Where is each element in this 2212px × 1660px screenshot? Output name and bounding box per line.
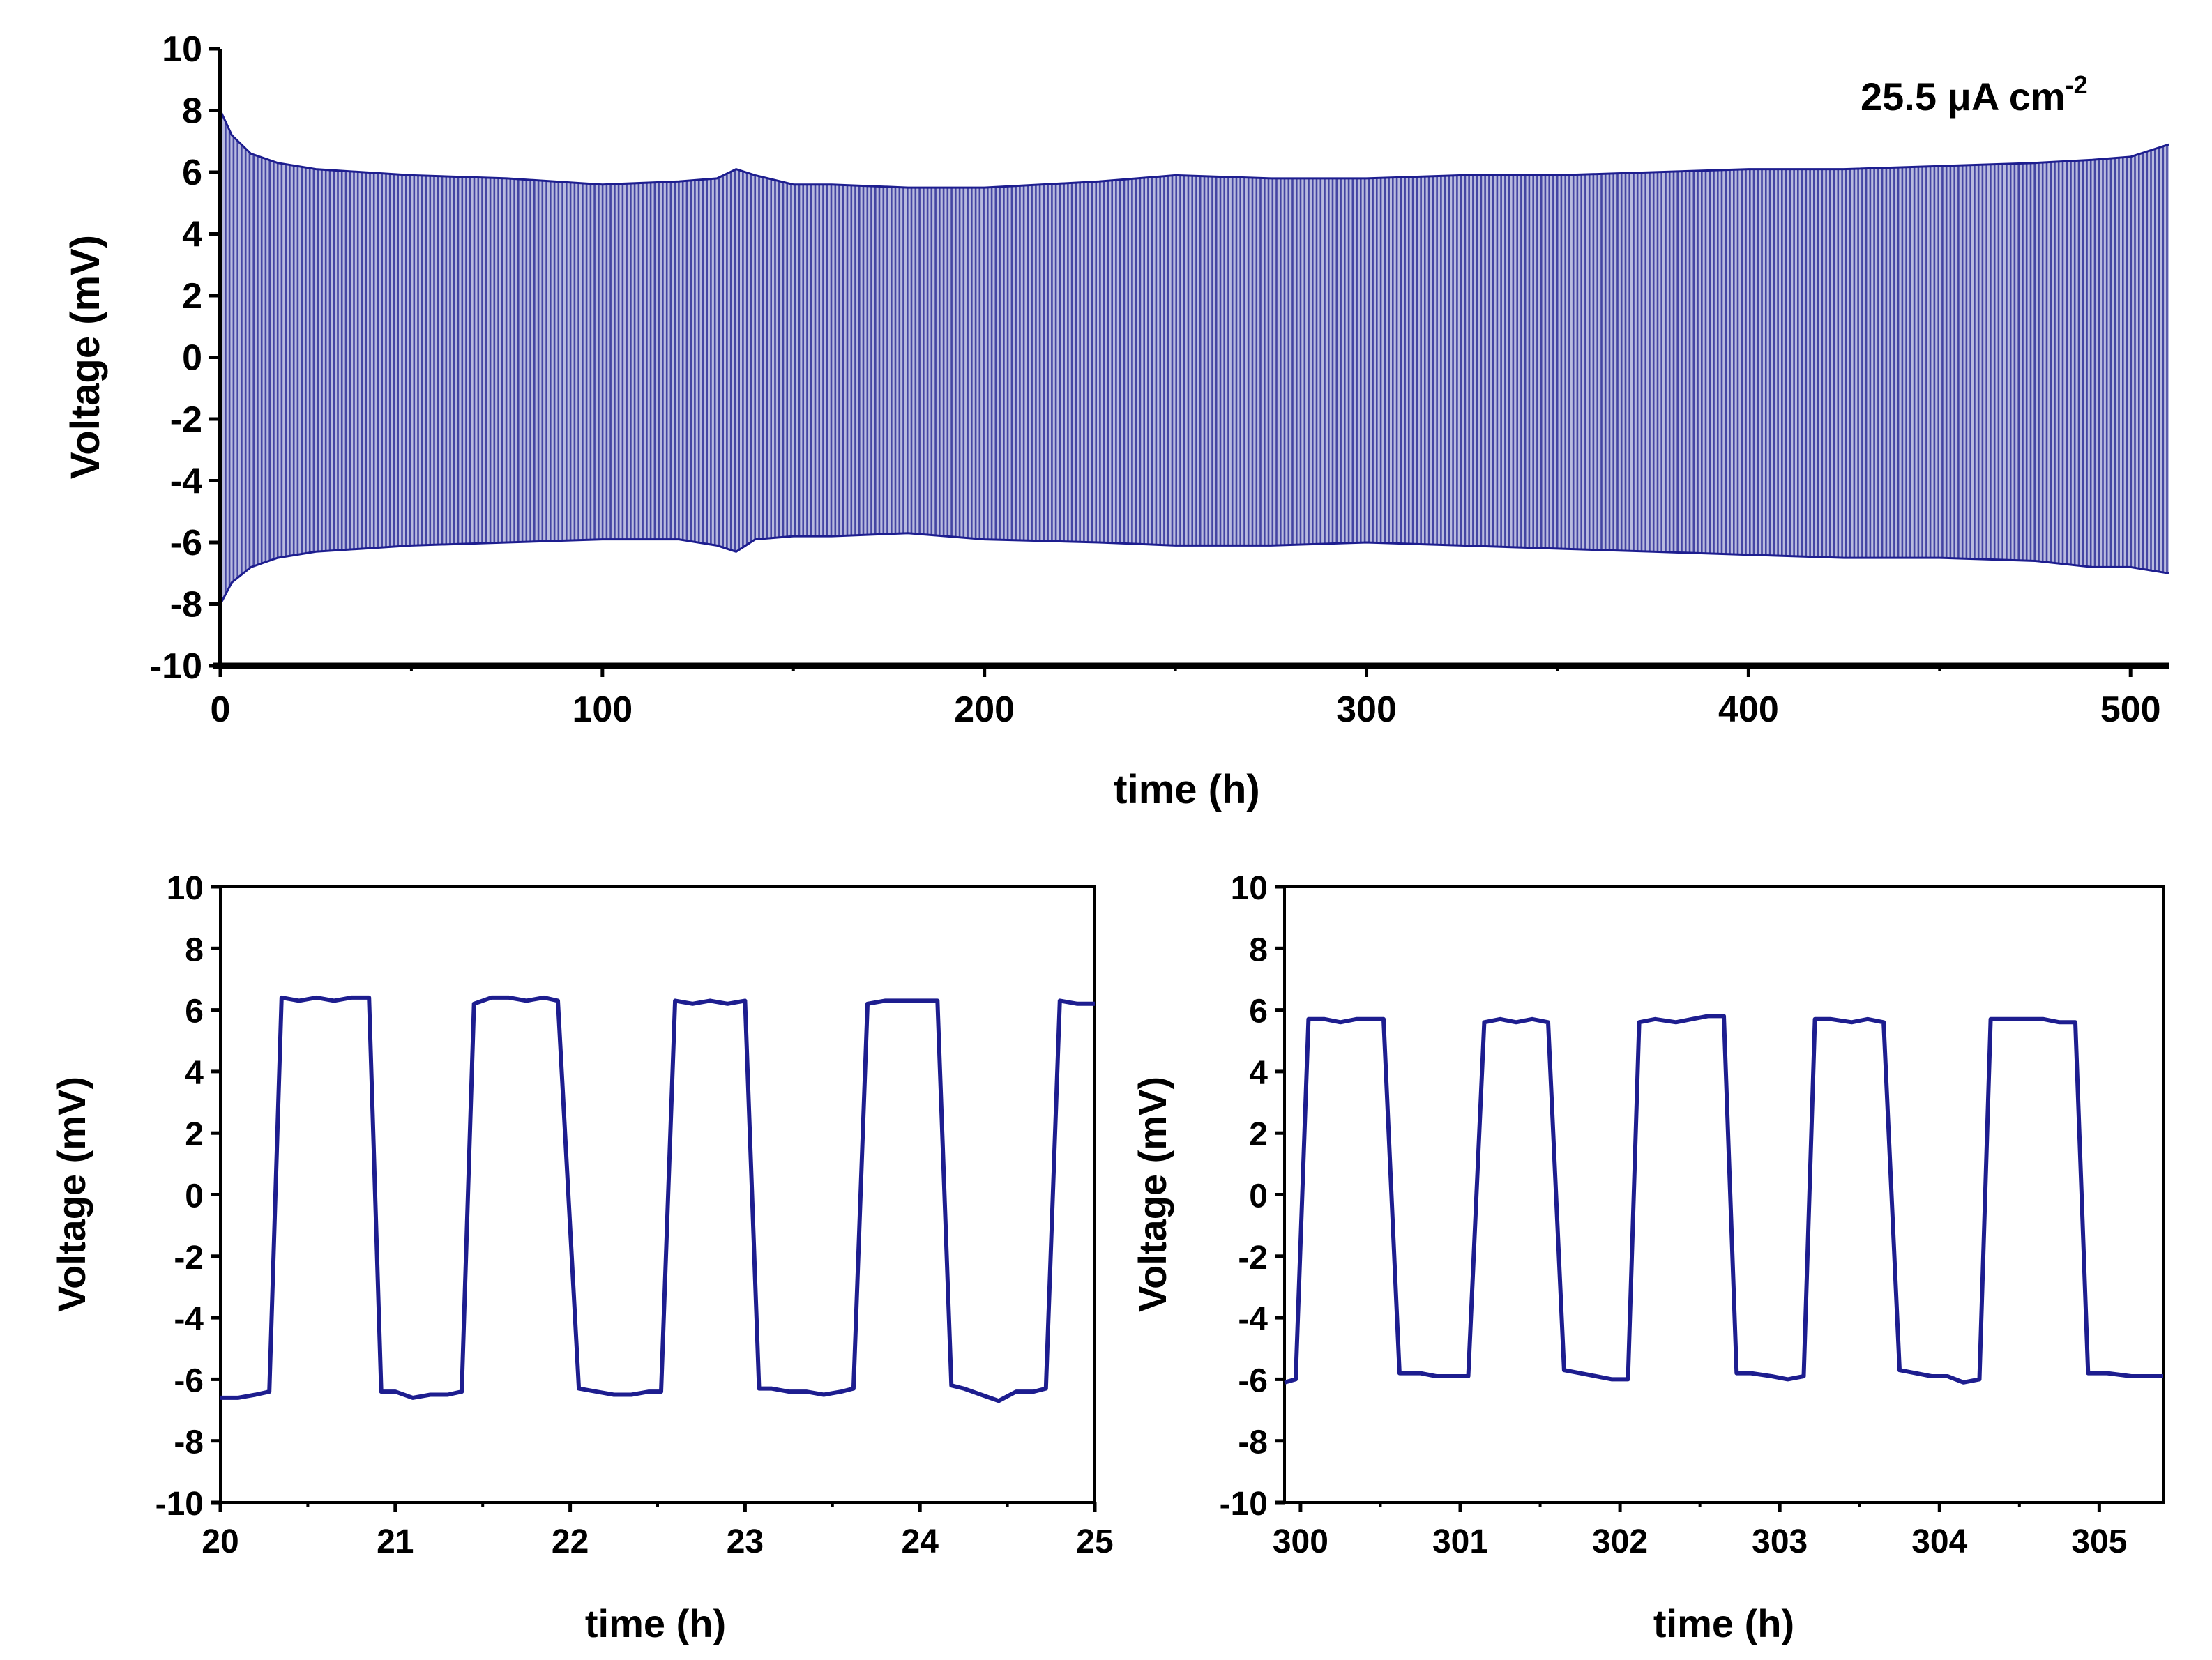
y-tick-label: -6 xyxy=(170,523,202,563)
top-chart-y-tick-labels: -10 -8 -6 -4 -2 0 2 4 6 8 10 xyxy=(150,29,202,687)
y-tick-label: -10 xyxy=(1220,1486,1268,1523)
annotation-main-text: 25.5 μA cm xyxy=(1861,75,2066,119)
top-chart-x-tick-labels: 0 100 200 300 400 500 xyxy=(211,690,2161,730)
top-chart-lower-envelope xyxy=(219,532,2169,605)
top-chart-cycling-band xyxy=(220,110,2169,604)
x-tick-label: 22 xyxy=(552,1523,589,1560)
x-tick-label: 25 xyxy=(1076,1523,1113,1560)
bottom-right-chart-y-axis-title: Voltage (mV) xyxy=(1130,1076,1174,1312)
bottom-left-chart-x-tick-labels: 20 21 22 23 24 25 xyxy=(202,1523,1113,1560)
y-tick-label: 4 xyxy=(182,215,202,255)
y-tick-label: -4 xyxy=(174,1301,204,1338)
top-chart-x-axis-title: time (h) xyxy=(1114,767,1259,812)
bottom-left-chart-y-axis-title: Voltage (mV) xyxy=(50,1076,93,1312)
y-tick-label: -2 xyxy=(1238,1240,1268,1277)
top-chart-current-density-annotation: 25.5 μA cm-2 xyxy=(1861,70,2088,119)
bottom-right-chart-y-tick-labels: -10 -8 -6 -4 -2 0 2 4 6 8 10 xyxy=(1220,870,1268,1523)
y-tick-label: 10 xyxy=(162,29,202,70)
y-tick-label: -10 xyxy=(150,646,202,687)
bottom-right-chart-x-tick-labels: 300 301 302 303 304 305 xyxy=(1273,1523,2128,1560)
x-tick-label: 24 xyxy=(902,1523,939,1560)
x-tick-label: 400 xyxy=(1718,690,1779,730)
y-tick-label: 10 xyxy=(1231,870,1268,907)
y-tick-label: -6 xyxy=(174,1362,204,1399)
y-tick-label: 10 xyxy=(167,870,204,907)
x-tick-label: 305 xyxy=(2071,1523,2127,1560)
bottom-right-chart-panel: -10 -8 -6 -4 -2 0 2 4 6 8 10 300 301 302 303 304 305 Vo… xyxy=(1130,870,2165,1645)
x-tick-label: 301 xyxy=(1432,1523,1488,1560)
top-chart-ticks xyxy=(209,47,2133,677)
x-tick-label: 100 xyxy=(572,690,632,730)
x-tick-label: 302 xyxy=(1592,1523,1648,1560)
top-chart-y-axis-title: Voltage (mV) xyxy=(63,235,108,479)
y-tick-label: 2 xyxy=(185,1116,204,1153)
cycling-band-fill xyxy=(220,110,2169,604)
y-tick-label: 8 xyxy=(182,91,202,132)
y-tick-label: 0 xyxy=(185,1178,204,1215)
y-tick-label: 2 xyxy=(182,276,202,317)
y-tick-label: -2 xyxy=(174,1240,204,1277)
bottom-left-chart-ticks xyxy=(211,885,1097,1512)
top-chart-upper-envelope xyxy=(219,109,2169,189)
y-tick-label: -10 xyxy=(156,1486,204,1523)
bottom-left-chart-x-axis-title: time (h) xyxy=(585,1601,726,1645)
x-tick-label: 300 xyxy=(1336,690,1397,730)
y-tick-label: 2 xyxy=(1249,1116,1268,1153)
y-tick-label: -4 xyxy=(170,462,202,502)
bottom-right-chart-voltage-line xyxy=(1284,1014,2163,1385)
y-tick-label: 8 xyxy=(1249,931,1268,968)
bottom-left-chart-frame xyxy=(219,885,1096,1504)
y-tick-label: 0 xyxy=(1249,1178,1268,1215)
top-chart-panel: -10 -8 -6 -4 -2 0 2 4 6 8 10 0 100 200 300 400 500 Volt… xyxy=(63,29,2169,812)
y-tick-label: 8 xyxy=(185,931,204,968)
x-tick-label: 300 xyxy=(1273,1523,1328,1560)
annotation-superscript: -2 xyxy=(2066,70,2088,99)
y-tick-label: 6 xyxy=(1249,993,1268,1030)
bottom-left-chart-y-tick-labels: -10 -8 -6 -4 -2 0 2 4 6 8 10 xyxy=(156,870,204,1523)
y-tick-label: -4 xyxy=(1238,1301,1268,1338)
x-tick-label: 200 xyxy=(954,690,1015,730)
x-tick-label: 21 xyxy=(377,1523,414,1560)
y-tick-label: -8 xyxy=(170,585,202,625)
x-tick-label: 20 xyxy=(202,1523,238,1560)
y-tick-label: -8 xyxy=(1238,1424,1268,1461)
bottom-right-chart-ticks xyxy=(1275,885,2101,1512)
x-tick-label: 303 xyxy=(1752,1523,1808,1560)
x-tick-label: 23 xyxy=(727,1523,764,1560)
y-tick-label: -6 xyxy=(1238,1362,1268,1399)
y-tick-label: 6 xyxy=(185,993,204,1030)
bottom-left-chart-voltage-line xyxy=(220,995,1095,1403)
y-tick-label: 4 xyxy=(1249,1055,1268,1092)
y-tick-label: -8 xyxy=(174,1424,204,1461)
y-tick-label: 0 xyxy=(182,338,202,379)
bottom-right-chart-x-axis-title: time (h) xyxy=(1653,1601,1794,1645)
x-tick-label: 0 xyxy=(211,690,231,730)
x-tick-label: 304 xyxy=(1911,1523,1967,1560)
y-tick-label: -2 xyxy=(170,399,202,440)
y-tick-label: 6 xyxy=(182,153,202,193)
y-tick-label: 4 xyxy=(185,1055,204,1092)
bottom-right-chart-frame xyxy=(1283,885,2165,1504)
x-tick-label: 500 xyxy=(2100,690,2161,730)
